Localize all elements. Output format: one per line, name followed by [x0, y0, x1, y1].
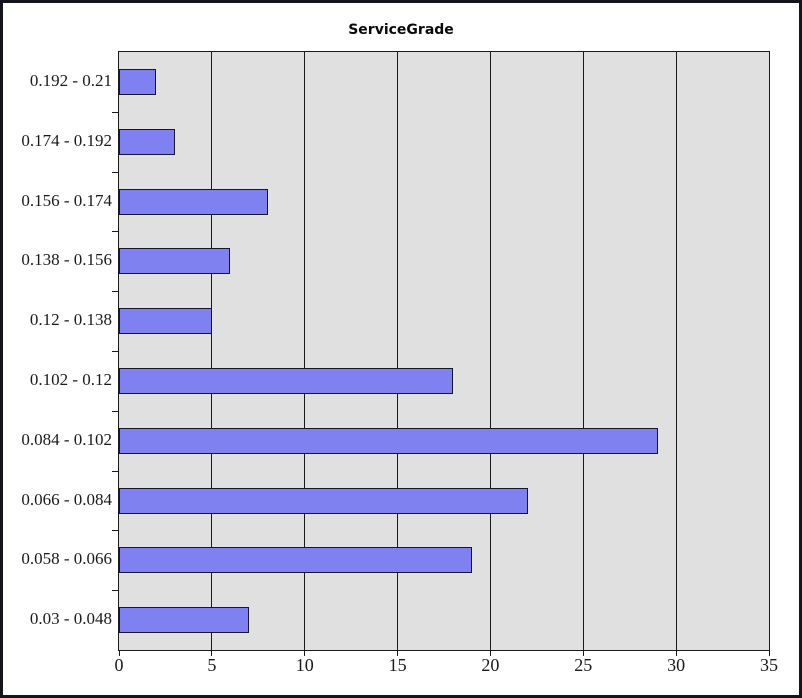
bar	[119, 547, 472, 574]
x-tick-label: 25	[574, 655, 593, 675]
y-axis-tick	[112, 291, 118, 293]
x-axis-tick	[397, 651, 399, 656]
y-category-label: 0.174 - 0.192	[21, 130, 112, 150]
x-axis-tick	[304, 651, 306, 656]
y-category-label: 0.084 - 0.102	[21, 429, 112, 449]
y-category-label: 0.102 - 0.12	[29, 369, 112, 389]
x-tick-label: 15	[388, 655, 407, 675]
bar	[119, 188, 268, 215]
gridline	[304, 52, 306, 650]
y-axis-tick	[112, 231, 118, 233]
x-tick-label: 30	[667, 655, 686, 675]
x-tick-label: 35	[760, 655, 778, 675]
x-tick-label: 5	[207, 655, 217, 675]
bar	[119, 427, 658, 454]
gridline	[675, 52, 677, 650]
bar	[119, 367, 454, 394]
plot-area	[118, 51, 770, 651]
x-tick-label: 20	[481, 655, 500, 675]
y-axis-tick	[112, 590, 118, 592]
y-category-label: 0.12 - 0.138	[29, 310, 112, 330]
y-axis-tick	[112, 530, 118, 532]
y-category-label: 0.156 - 0.174	[21, 190, 112, 210]
x-tick-label: 10	[295, 655, 314, 675]
y-axis-tick	[112, 351, 118, 352]
y-axis-tick	[112, 111, 118, 113]
bar	[119, 128, 175, 155]
gridline	[211, 52, 213, 650]
x-axis-tick	[489, 651, 491, 656]
bar	[119, 308, 212, 335]
x-axis-tick	[211, 651, 213, 656]
gridline	[582, 52, 584, 650]
bar	[119, 487, 528, 514]
x-axis-tick	[675, 651, 677, 656]
y-category-label: 0.058 - 0.066	[21, 549, 112, 569]
y-axis-tick	[112, 470, 118, 472]
y-axis-tick	[112, 171, 118, 173]
x-axis-tick	[582, 651, 584, 656]
gridline	[397, 52, 399, 650]
y-category-label: 0.03 - 0.048	[29, 609, 112, 629]
x-tick-label: 0	[114, 655, 124, 675]
gridline	[489, 52, 491, 650]
bar	[119, 607, 249, 634]
y-category-label: 0.066 - 0.084	[21, 489, 112, 509]
bar	[119, 248, 231, 275]
y-axis-tick	[112, 410, 118, 412]
chart-title: ServiceGrade	[348, 22, 454, 38]
y-category-label: 0.138 - 0.156	[21, 250, 112, 270]
bar	[119, 68, 157, 95]
y-category-label: 0.192 - 0.21	[29, 70, 112, 90]
x-axis-tick	[118, 651, 120, 656]
x-axis-tick	[768, 651, 770, 656]
